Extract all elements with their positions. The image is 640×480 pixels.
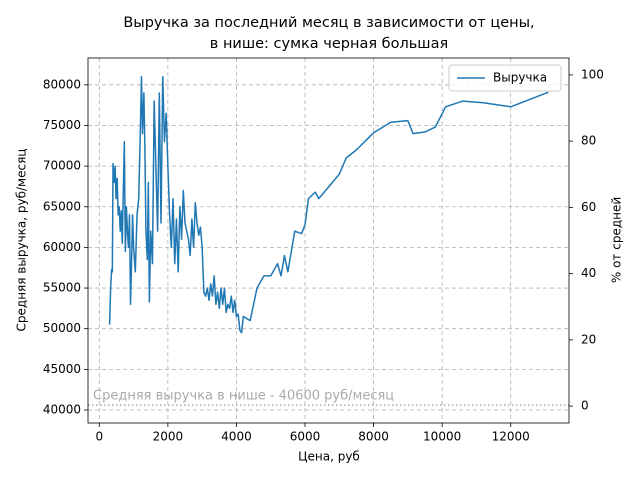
y-tick-label: 65000 bbox=[43, 199, 81, 213]
plot-frame bbox=[87, 57, 570, 424]
y2-tick-label: 60 bbox=[581, 200, 596, 214]
y2-tick-label: 100 bbox=[581, 67, 604, 81]
y-axis-label: Средняя выручка, руб/месяц bbox=[15, 149, 29, 332]
y-tick-label: 60000 bbox=[43, 240, 81, 254]
legend-label: Выручка bbox=[493, 71, 547, 85]
data-line bbox=[108, 75, 549, 334]
y2-tick-label: 0 bbox=[581, 399, 589, 413]
y-tick-label: 80000 bbox=[43, 77, 81, 91]
y2-tick-label: 20 bbox=[581, 332, 596, 346]
x-tick-label: 0 bbox=[95, 430, 103, 444]
y-tick-label: 40000 bbox=[43, 402, 81, 416]
x-tick-label: 2000 bbox=[153, 430, 184, 444]
y-tick-label: 75000 bbox=[43, 118, 81, 132]
y2-tick-label: 80 bbox=[581, 134, 596, 148]
chart-title: в нише: сумка черная большая bbox=[210, 36, 448, 52]
y-tick-label: 70000 bbox=[43, 159, 81, 173]
x-tick-label: 12000 bbox=[492, 430, 530, 444]
x-tick-label: 10000 bbox=[423, 430, 461, 444]
x-axis-label: Цена, руб bbox=[298, 450, 360, 464]
y2-axis-label: % от средней bbox=[610, 197, 624, 283]
x-tick-label: 8000 bbox=[358, 430, 389, 444]
chart-title: Выручка за последний месяц в зависимости… bbox=[123, 15, 534, 31]
x-tick-label: 6000 bbox=[290, 430, 321, 444]
y-tick-label: 45000 bbox=[43, 362, 81, 376]
legend-box bbox=[448, 64, 562, 92]
y-tick-label: 55000 bbox=[43, 281, 81, 295]
x-tick-label: 4000 bbox=[221, 430, 252, 444]
y2-tick-label: 40 bbox=[581, 266, 596, 280]
y-tick-label: 50000 bbox=[43, 321, 81, 335]
reference-label: Средняя выручка в нише - 40600 руб/месяц bbox=[93, 389, 394, 404]
